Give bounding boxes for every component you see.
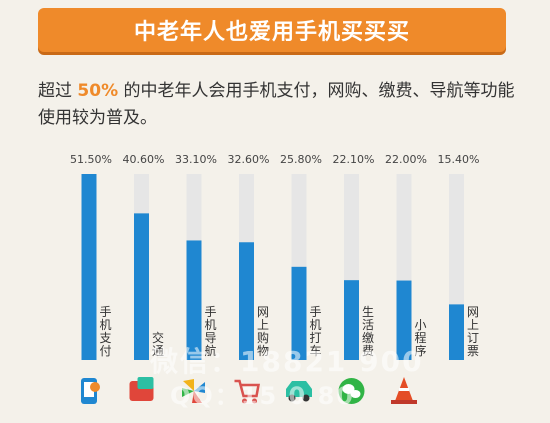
category-label: 程 xyxy=(414,330,426,345)
category-label: 订 xyxy=(467,331,479,345)
category-label: 导 xyxy=(204,331,216,345)
value-label: 15.40% xyxy=(438,153,480,166)
intro-before: 超过 xyxy=(38,81,72,101)
bar xyxy=(134,213,149,360)
value-label: 40.60% xyxy=(123,153,165,166)
category-label: 费 xyxy=(362,344,374,358)
category-label: 票 xyxy=(467,344,479,358)
car-icon xyxy=(286,381,312,402)
bar xyxy=(449,304,464,360)
category-label: 小 xyxy=(414,318,426,332)
category-label: 网 xyxy=(467,305,479,319)
category-label: 支 xyxy=(99,331,111,345)
cart-icon xyxy=(234,379,260,404)
banner-title: 中老年人也爱用手机买买买 xyxy=(133,20,410,45)
category-label: 航 xyxy=(204,343,216,358)
category-label: 上 xyxy=(257,318,269,332)
intro-text: 超过 50% 的中老年人会用手机支付，网购、缴费、导航等功能使用较为普及。 xyxy=(38,78,518,132)
bar-chart: 51.50%手机支付40.60%交通33.10%手机导航32.60%网上购物25… xyxy=(70,153,480,404)
chat-icon xyxy=(129,377,154,401)
bar xyxy=(81,174,97,360)
category-label: 机 xyxy=(309,318,321,332)
pinwheel-icon xyxy=(182,379,205,403)
value-label: 22.10% xyxy=(333,153,375,166)
category-label: 物 xyxy=(257,344,269,358)
bar xyxy=(186,240,202,360)
category-label: 序 xyxy=(414,343,426,358)
category-label: 付 xyxy=(99,344,111,358)
wechat-icon xyxy=(338,378,365,404)
category-label: 缴 xyxy=(362,330,374,345)
category-label: 打 xyxy=(309,331,321,345)
phone-pay-icon xyxy=(81,378,100,404)
intro-after: 的中老年人会用手机支付，网购、缴费、导航等功能使用较为普及。 xyxy=(38,81,515,128)
intro-highlight: 50% xyxy=(77,81,119,101)
category-label: 机 xyxy=(99,318,111,332)
category-label: 生 xyxy=(362,305,374,319)
value-label: 22.00% xyxy=(385,153,427,166)
traffic-cone-icon xyxy=(391,377,417,404)
value-label: 25.80% xyxy=(280,153,322,166)
category-label: 上 xyxy=(467,318,479,332)
category-label: 交 xyxy=(152,330,164,345)
category-label: 手 xyxy=(204,305,216,319)
category-label: 活 xyxy=(362,318,374,332)
title-banner: 中老年人也爱用手机买买买 xyxy=(38,8,506,52)
category-label: 手 xyxy=(309,305,321,319)
bar xyxy=(291,266,307,360)
category-label: 通 xyxy=(152,344,164,358)
value-label: 51.50% xyxy=(70,153,112,166)
bar xyxy=(344,280,359,360)
category-label: 网 xyxy=(257,305,269,319)
category-label: 机 xyxy=(204,318,216,332)
bar xyxy=(239,242,254,360)
value-label: 32.60% xyxy=(228,153,270,166)
bar xyxy=(396,280,412,360)
category-label: 车 xyxy=(309,343,321,358)
category-label: 手 xyxy=(99,305,111,319)
category-label: 购 xyxy=(257,330,269,345)
value-label: 33.10% xyxy=(175,153,217,166)
